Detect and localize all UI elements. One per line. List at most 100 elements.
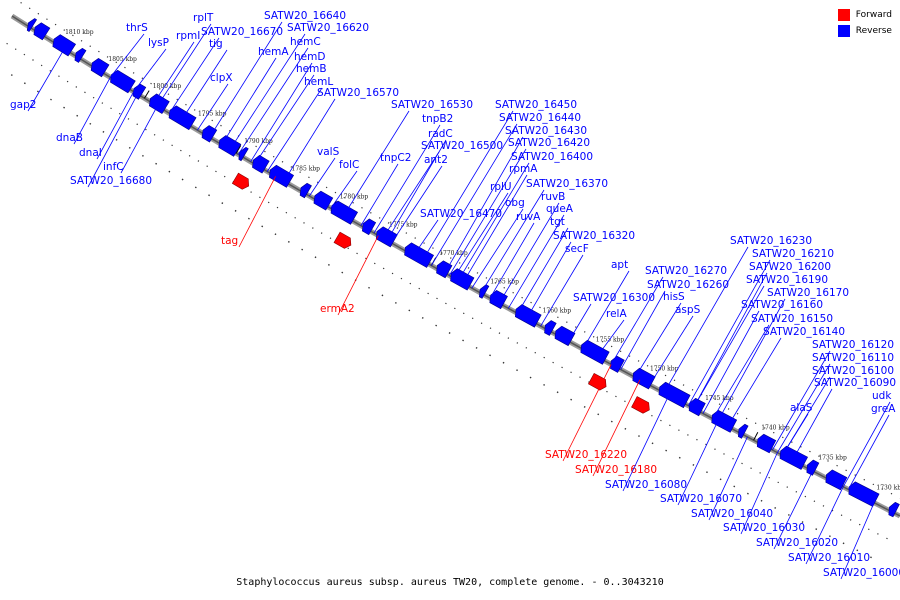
label-leader-line [87, 93, 138, 188]
gene-label-ant2: ant2 [424, 154, 448, 166]
label-leader-line [592, 379, 641, 477]
gene-label-satw20_16090: SATW20_16090 [814, 377, 896, 389]
gene-label-satw20_16470: SATW20_16470 [420, 208, 502, 220]
label-leader-line [692, 272, 768, 409]
reverse-gene-arrow [404, 242, 435, 268]
label-leader-line [120, 105, 158, 174]
label-leader-line [805, 486, 844, 565]
gene-label-alas: alaS [790, 402, 813, 414]
outer-tick-row [0, 66, 878, 562]
legend-forward-label: Forward [855, 10, 892, 20]
kbp-tick-label: 1755 kbp [596, 336, 625, 343]
gene-label-obg: obg [505, 197, 525, 209]
gene-label-tag: tag [221, 235, 238, 247]
label-leader-line [133, 48, 167, 92]
gene-label-satw20_16260: SATW20_16260 [647, 279, 729, 291]
reverse-gene-arrow [554, 325, 576, 347]
gene-label-satw20_16160: SATW20_16160 [741, 299, 823, 311]
gene-label-rpmi: rpmI [176, 30, 200, 42]
gene-label-infc: infC [103, 161, 124, 173]
label-leader-line [266, 87, 323, 172]
label-leader-line [596, 319, 625, 357]
label-leader-line [622, 395, 670, 492]
forward-gene-arrow [631, 396, 650, 414]
gene-label-asps: aspS [675, 304, 701, 316]
gene-label-satw20_16440: SATW20_16440 [499, 112, 581, 124]
label-leader-line [842, 401, 891, 488]
gene-label-radc: radC [428, 128, 453, 140]
gene-label-satw20_16670: SATW20_16670 [201, 26, 283, 38]
gene-label-folc: folC [339, 159, 359, 171]
gene-label-tgt: tgt [550, 216, 565, 228]
reverse-gene-arrow [848, 481, 880, 507]
label-leader-line [471, 208, 524, 289]
label-leader-line [343, 110, 410, 216]
forward-gene-arrow [333, 231, 352, 249]
kbp-tick-label: 1745 kbp [705, 395, 734, 402]
gene-label-satw20_16430: SATW20_16430 [505, 125, 587, 137]
forward-gene-arrow [587, 372, 607, 391]
gene-label-satw20_16180: SATW20_16180 [575, 464, 657, 476]
label-leader-line [96, 91, 135, 160]
kbp-tick-label: 1780 kbp [340, 194, 369, 201]
label-leader-line [254, 74, 315, 165]
kbp-tick [753, 431, 759, 441]
label-leader-line [848, 414, 890, 490]
label-leader-line [526, 241, 572, 319]
label-leader-line [507, 214, 565, 309]
label-leader-line [73, 77, 111, 145]
gene-label-thrs: thrS [126, 22, 148, 34]
label-leader-line [250, 62, 313, 162]
label-leader-line [209, 21, 283, 138]
label-leader-line [498, 202, 560, 304]
kbp-tick-label: 1750 kbp [650, 366, 679, 373]
reverse-gene-arrow [26, 18, 38, 33]
gene-label-rplt: rplT [193, 12, 214, 24]
kbp-tick-label: 1765 kbp [490, 279, 519, 286]
gene-label-satw20_16300: SATW20_16300 [573, 292, 655, 304]
label-leader-line [792, 388, 833, 461]
kbp-tick-label: 1795 kbp [198, 110, 227, 117]
reverse-gene-arrow [168, 105, 197, 131]
label-leader-line [677, 421, 719, 506]
legend-reverse-label: Reverse [855, 26, 892, 36]
gene-label-satw20_16010: SATW20_16010 [788, 552, 870, 564]
reverse-gene-arrow [313, 190, 334, 211]
label-leader-line [568, 303, 592, 342]
kbp-tick-label: 1800 kbp [153, 83, 182, 90]
label-leader-line [457, 162, 530, 281]
label-leader-line [153, 41, 195, 104]
reverse-gene-arrow [361, 218, 377, 236]
gene-label-satw20_16640: SATW20_16640 [264, 10, 346, 22]
gene-label-satw20_16370: SATW20_16370 [526, 178, 608, 190]
label-leader-line [330, 170, 358, 209]
label-leader-line [708, 436, 748, 521]
forward-gene-arrow [231, 172, 250, 190]
label-leader-line [197, 83, 229, 131]
label-leader-line [562, 364, 612, 462]
gene-label-satw20_16400: SATW20_16400 [511, 151, 593, 163]
gene-label-rpma: rpmA [509, 163, 538, 175]
gene-label-satw20_16450: SATW20_16450 [495, 99, 577, 111]
gene-label-satw20_16100: SATW20_16100 [812, 365, 894, 377]
reverse-gene-arrow [252, 154, 270, 174]
label-leader-line [448, 148, 527, 276]
gene-label-tnpb2: tnpB2 [422, 113, 453, 125]
kbp-tick-label: 1740 kbp [761, 425, 790, 432]
reverse-swatch [837, 25, 850, 37]
gene-label-ruvb: ruvB [541, 191, 565, 203]
gene-label-satw20_16620: SATW20_16620 [287, 22, 369, 34]
gene-label-satw20_16320: SATW20_16320 [553, 230, 635, 242]
reverse-gene-arrow [756, 433, 777, 454]
label-leader-line [422, 110, 514, 261]
reverse-gene-arrow [201, 125, 218, 143]
reverse-gene-arrow [580, 339, 610, 365]
label-leader-line [168, 37, 220, 114]
gene-label-rplu: rplU [490, 181, 512, 193]
gene-label-satw20_16200: SATW20_16200 [749, 261, 831, 273]
gene-label-tig: tig [209, 38, 223, 50]
gene-label-quea: queA [546, 203, 574, 215]
gene-label-secf: secF [565, 243, 589, 255]
kbp-tick-label: 1785 kbp [292, 166, 321, 173]
